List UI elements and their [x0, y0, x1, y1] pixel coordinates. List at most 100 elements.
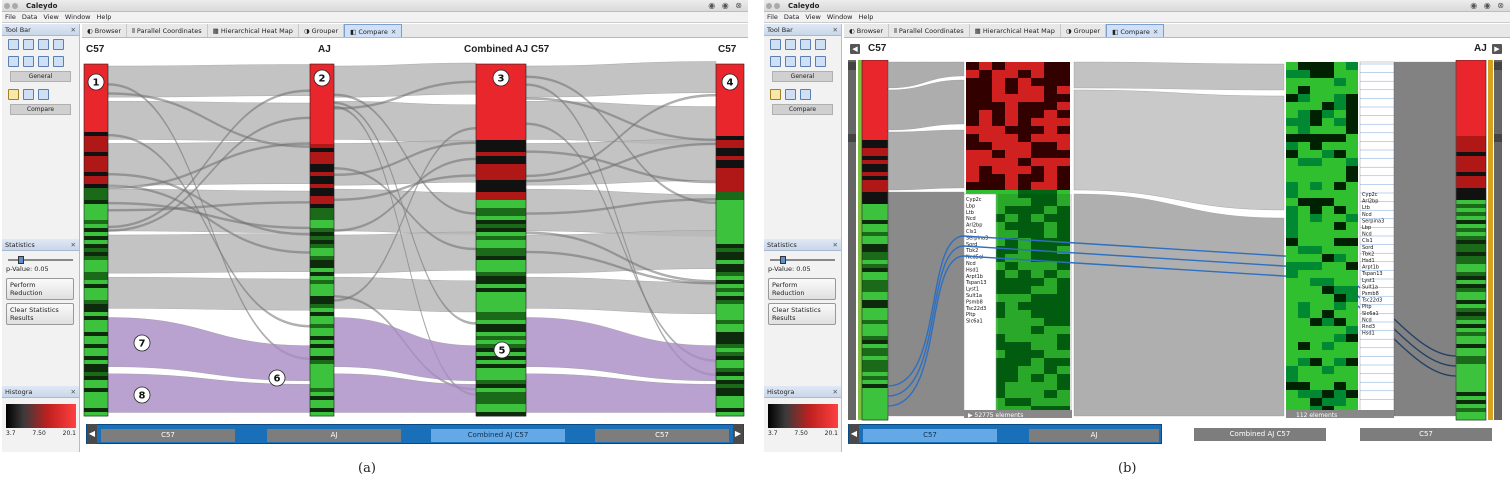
heat-cell — [1057, 342, 1070, 350]
grouping-icon[interactable] — [38, 89, 49, 100]
window-controls[interactable]: ◉ ◉ ⊗ — [1470, 1, 1506, 10]
parallel-icon[interactable] — [23, 89, 34, 100]
import-icon[interactable] — [800, 39, 811, 50]
scroll-left-button[interactable]: ◀ — [849, 424, 859, 444]
comparison-canvas[interactable]: 1 2 3 4 5 6 7 8 — [82, 60, 748, 422]
heat-cell — [1031, 126, 1044, 134]
menu-file[interactable]: File — [767, 13, 778, 21]
tab-parallel-coordinates[interactable]: ⫴ Parallel Coordinates — [127, 24, 208, 37]
scroll-right-button[interactable]: ▶ — [733, 424, 743, 444]
zoom-icon[interactable] — [8, 89, 19, 100]
save-icon[interactable] — [8, 39, 19, 50]
save-project-icon[interactable] — [53, 56, 64, 67]
compare-view: ◐ Browser ⫴ Parallel Coordinates ▦ Hiera… — [82, 24, 748, 452]
close-icon[interactable]: ✕ — [390, 28, 397, 36]
dataset-aj[interactable]: AJ — [267, 429, 401, 442]
window-dots[interactable] — [4, 3, 20, 11]
dataset-c57-right[interactable]: C57 — [595, 429, 729, 442]
tab-grouper[interactable]: ◑ Grouper — [1061, 24, 1107, 37]
menu-view[interactable]: View — [43, 13, 59, 21]
menu-view[interactable]: View — [805, 13, 821, 21]
snapshot-icon[interactable] — [38, 56, 49, 67]
tab-parallel-coordinates[interactable]: ⫴ Parallel Coordinates — [889, 24, 970, 37]
close-icon[interactable]: ✕ — [70, 388, 76, 396]
dataset-aj[interactable]: AJ — [1029, 429, 1159, 442]
dataset-combined[interactable]: Combined AJ C57 — [1194, 428, 1326, 441]
save-icon[interactable] — [770, 39, 781, 50]
open-icon[interactable] — [785, 39, 796, 50]
tab-grouper[interactable]: ◑ Grouper — [299, 24, 345, 37]
menu-help[interactable]: Help — [858, 13, 874, 21]
dataset-combined[interactable]: Combined AJ C57 — [431, 429, 565, 442]
compare-caption: Compare — [772, 104, 833, 115]
save-project-icon[interactable] — [815, 56, 826, 67]
export-icon[interactable] — [815, 39, 826, 50]
tab-compare[interactable]: ◧ Compare ✕ — [344, 24, 403, 37]
clear-icon[interactable] — [23, 56, 34, 67]
heat-cell — [1286, 382, 1298, 390]
search-icon[interactable] — [770, 56, 781, 67]
heat-cell — [1298, 206, 1310, 214]
tab-hierarchical-heat-map[interactable]: ▦ Hierarchical Heat Map — [208, 24, 299, 37]
detail-canvas[interactable]: Cyp2cLbpLtbNcdArl2bpCls1Serpina3SordTbk2… — [844, 60, 1510, 422]
statistics-tab[interactable]: Statistics ✕ — [764, 239, 841, 251]
previous-dataset-button[interactable]: ◀ — [850, 44, 860, 54]
heat-cell — [716, 128, 744, 133]
heat-cell — [310, 252, 334, 257]
import-icon[interactable] — [38, 39, 49, 50]
window-controls[interactable]: ◉ ◉ ⊗ — [708, 1, 744, 10]
statistics-tab[interactable]: Statistics ✕ — [2, 239, 79, 251]
heat-cell — [310, 300, 334, 305]
menu-window[interactable]: Window — [826, 13, 853, 21]
menu-data[interactable]: Data — [783, 13, 800, 21]
clear-statistics-button[interactable]: Clear Statistics Results — [768, 303, 836, 325]
histogram-tab[interactable]: Histogra ✕ — [2, 386, 79, 398]
tab-label: Parallel Coordinates — [136, 27, 202, 35]
slider-knob[interactable] — [780, 256, 786, 264]
parallel-icon[interactable] — [785, 89, 796, 100]
tab-hierarchical-heat-map[interactable]: ▦ Hierarchical Heat Map — [970, 24, 1061, 37]
clear-icon[interactable] — [785, 56, 796, 67]
tab-compare[interactable]: ◧ Compare ✕ — [1106, 24, 1165, 37]
histogram[interactable] — [6, 404, 76, 428]
pvalue-slider[interactable] — [770, 256, 835, 264]
search-icon[interactable] — [8, 56, 19, 67]
perform-reduction-button[interactable]: Perform Reduction — [6, 278, 74, 300]
close-icon[interactable]: ✕ — [70, 241, 76, 249]
next-dataset-button[interactable]: ▶ — [1492, 44, 1502, 54]
menu-data[interactable]: Data — [21, 13, 38, 21]
close-icon[interactable]: ✕ — [70, 26, 76, 34]
close-icon[interactable]: ✕ — [1152, 28, 1159, 36]
heat-cell — [84, 304, 108, 309]
zoom-icon[interactable] — [770, 89, 781, 100]
snapshot-icon[interactable] — [800, 56, 811, 67]
dataset-c57-right[interactable]: C57 — [1360, 428, 1492, 441]
heat-cell — [862, 108, 888, 113]
menu-file[interactable]: File — [5, 13, 16, 21]
perform-reduction-button[interactable]: Perform Reduction — [768, 278, 836, 300]
heat-cell — [1298, 382, 1310, 390]
slider-knob[interactable] — [18, 256, 24, 264]
heat-cell — [84, 124, 108, 129]
heat-cell — [310, 120, 334, 125]
close-icon[interactable]: ✕ — [832, 241, 838, 249]
tab-browser[interactable]: ◐ Browser — [82, 24, 128, 37]
menu-help[interactable]: Help — [96, 13, 112, 21]
export-icon[interactable] — [53, 39, 64, 50]
pvalue-slider[interactable] — [8, 256, 73, 264]
dataset-c57[interactable]: C57 — [101, 429, 235, 442]
tool-bar-tab[interactable]: Tool Bar ✕ — [2, 24, 79, 36]
grouping-icon[interactable] — [800, 89, 811, 100]
open-icon[interactable] — [23, 39, 34, 50]
histogram-tab[interactable]: Histogra ✕ — [764, 386, 841, 398]
menu-window[interactable]: Window — [64, 13, 91, 21]
tool-bar-tab[interactable]: Tool Bar ✕ — [764, 24, 841, 36]
scroll-left-button[interactable]: ◀ — [87, 424, 97, 444]
tab-browser[interactable]: ◐ Browser — [844, 24, 890, 37]
dataset-c57[interactable]: C57 — [863, 429, 997, 442]
close-icon[interactable]: ✕ — [832, 388, 838, 396]
histogram[interactable] — [768, 404, 838, 428]
window-dots[interactable] — [766, 3, 782, 11]
close-icon[interactable]: ✕ — [832, 26, 838, 34]
clear-statistics-button[interactable]: Clear Statistics Results — [6, 303, 74, 325]
